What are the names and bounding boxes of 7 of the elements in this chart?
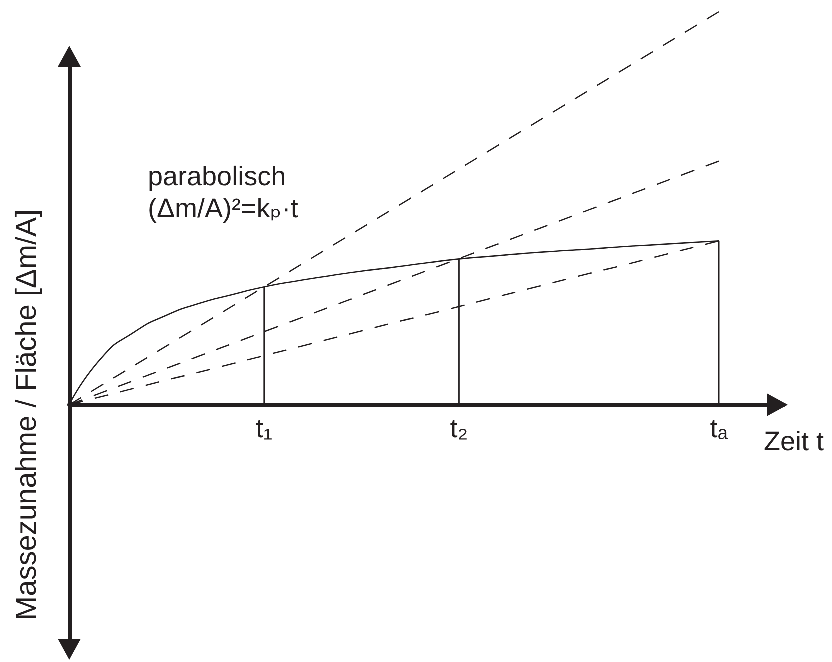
x-tick-label: t₂: [450, 414, 468, 444]
annotation: parabolisch: [148, 162, 286, 192]
x-tick-label: t₁: [256, 414, 273, 444]
annotation: (Δm/A)²=kₚ·t: [148, 194, 299, 224]
x-tick-label: tₐ: [710, 414, 729, 444]
x-axis-title: Zeit t: [764, 426, 825, 456]
y-axis-title: Massezunahme / Fläche [Δm/A]: [11, 209, 43, 621]
